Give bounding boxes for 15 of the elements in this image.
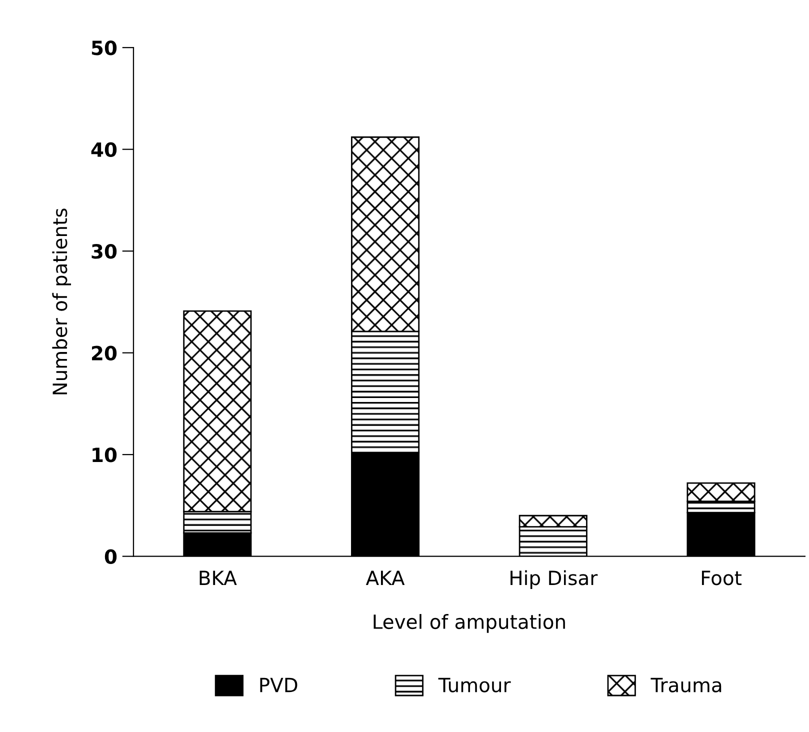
y-tick-label: 20 bbox=[92, 346, 117, 360]
x-tick-label: Hip Disar bbox=[510, 570, 598, 590]
y-tick-label: 10 bbox=[92, 448, 117, 462]
y-tick-label: 0 bbox=[104, 549, 117, 564]
y-tick-label: 50 bbox=[92, 40, 117, 56]
legend-label: Tumour bbox=[438, 678, 511, 692]
legend-label: PVD bbox=[260, 678, 298, 692]
x-tick-label: Foot bbox=[702, 570, 742, 586]
legend-label: Trauma bbox=[650, 678, 722, 692]
x-axis-title: Level of amputation bbox=[374, 614, 565, 633]
x-tick-label: BKA bbox=[200, 570, 237, 585]
y-axis-title: Number of patients bbox=[52, 208, 72, 394]
y-tick-label: 40 bbox=[91, 142, 117, 157]
y-tick-label: 30 bbox=[92, 244, 117, 259]
x-tick-label: AKA bbox=[366, 570, 405, 585]
